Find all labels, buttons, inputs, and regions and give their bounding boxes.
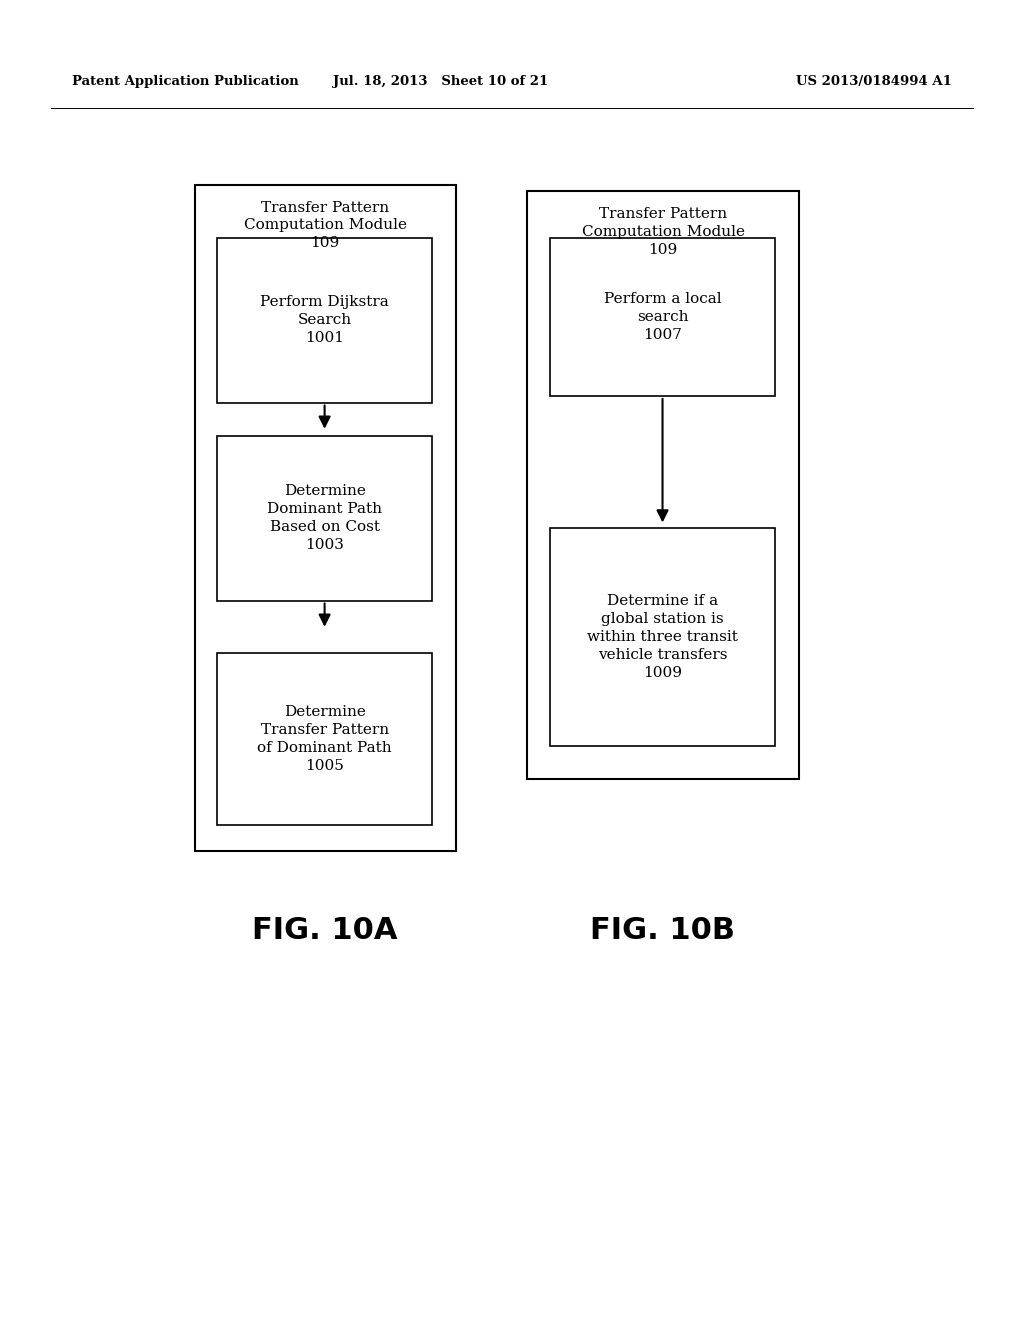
Text: Perform a local
search
1007: Perform a local search 1007 xyxy=(604,292,721,342)
Bar xyxy=(217,238,432,403)
Bar xyxy=(527,191,799,779)
Bar xyxy=(550,528,775,746)
Text: Jul. 18, 2013   Sheet 10 of 21: Jul. 18, 2013 Sheet 10 of 21 xyxy=(333,75,548,88)
Bar xyxy=(195,185,456,851)
Text: Perform Dijkstra
Search
1001: Perform Dijkstra Search 1001 xyxy=(260,296,389,345)
Text: Determine
Dominant Path
Based on Cost
1003: Determine Dominant Path Based on Cost 10… xyxy=(267,484,382,552)
Bar xyxy=(217,653,432,825)
Bar xyxy=(217,436,432,601)
Text: Patent Application Publication: Patent Application Publication xyxy=(72,75,298,88)
Text: Transfer Pattern
Computation Module
109: Transfer Pattern Computation Module 109 xyxy=(244,201,407,251)
Text: Determine if a
global station is
within three transit
vehicle transfers
1009: Determine if a global station is within … xyxy=(587,594,738,680)
Text: Determine
Transfer Pattern
of Dominant Path
1005: Determine Transfer Pattern of Dominant P… xyxy=(257,705,392,774)
Text: Transfer Pattern
Computation Module
109: Transfer Pattern Computation Module 109 xyxy=(582,207,744,257)
Text: FIG. 10A: FIG. 10A xyxy=(252,916,397,945)
Text: US 2013/0184994 A1: US 2013/0184994 A1 xyxy=(797,75,952,88)
Bar xyxy=(550,238,775,396)
Text: FIG. 10B: FIG. 10B xyxy=(590,916,735,945)
